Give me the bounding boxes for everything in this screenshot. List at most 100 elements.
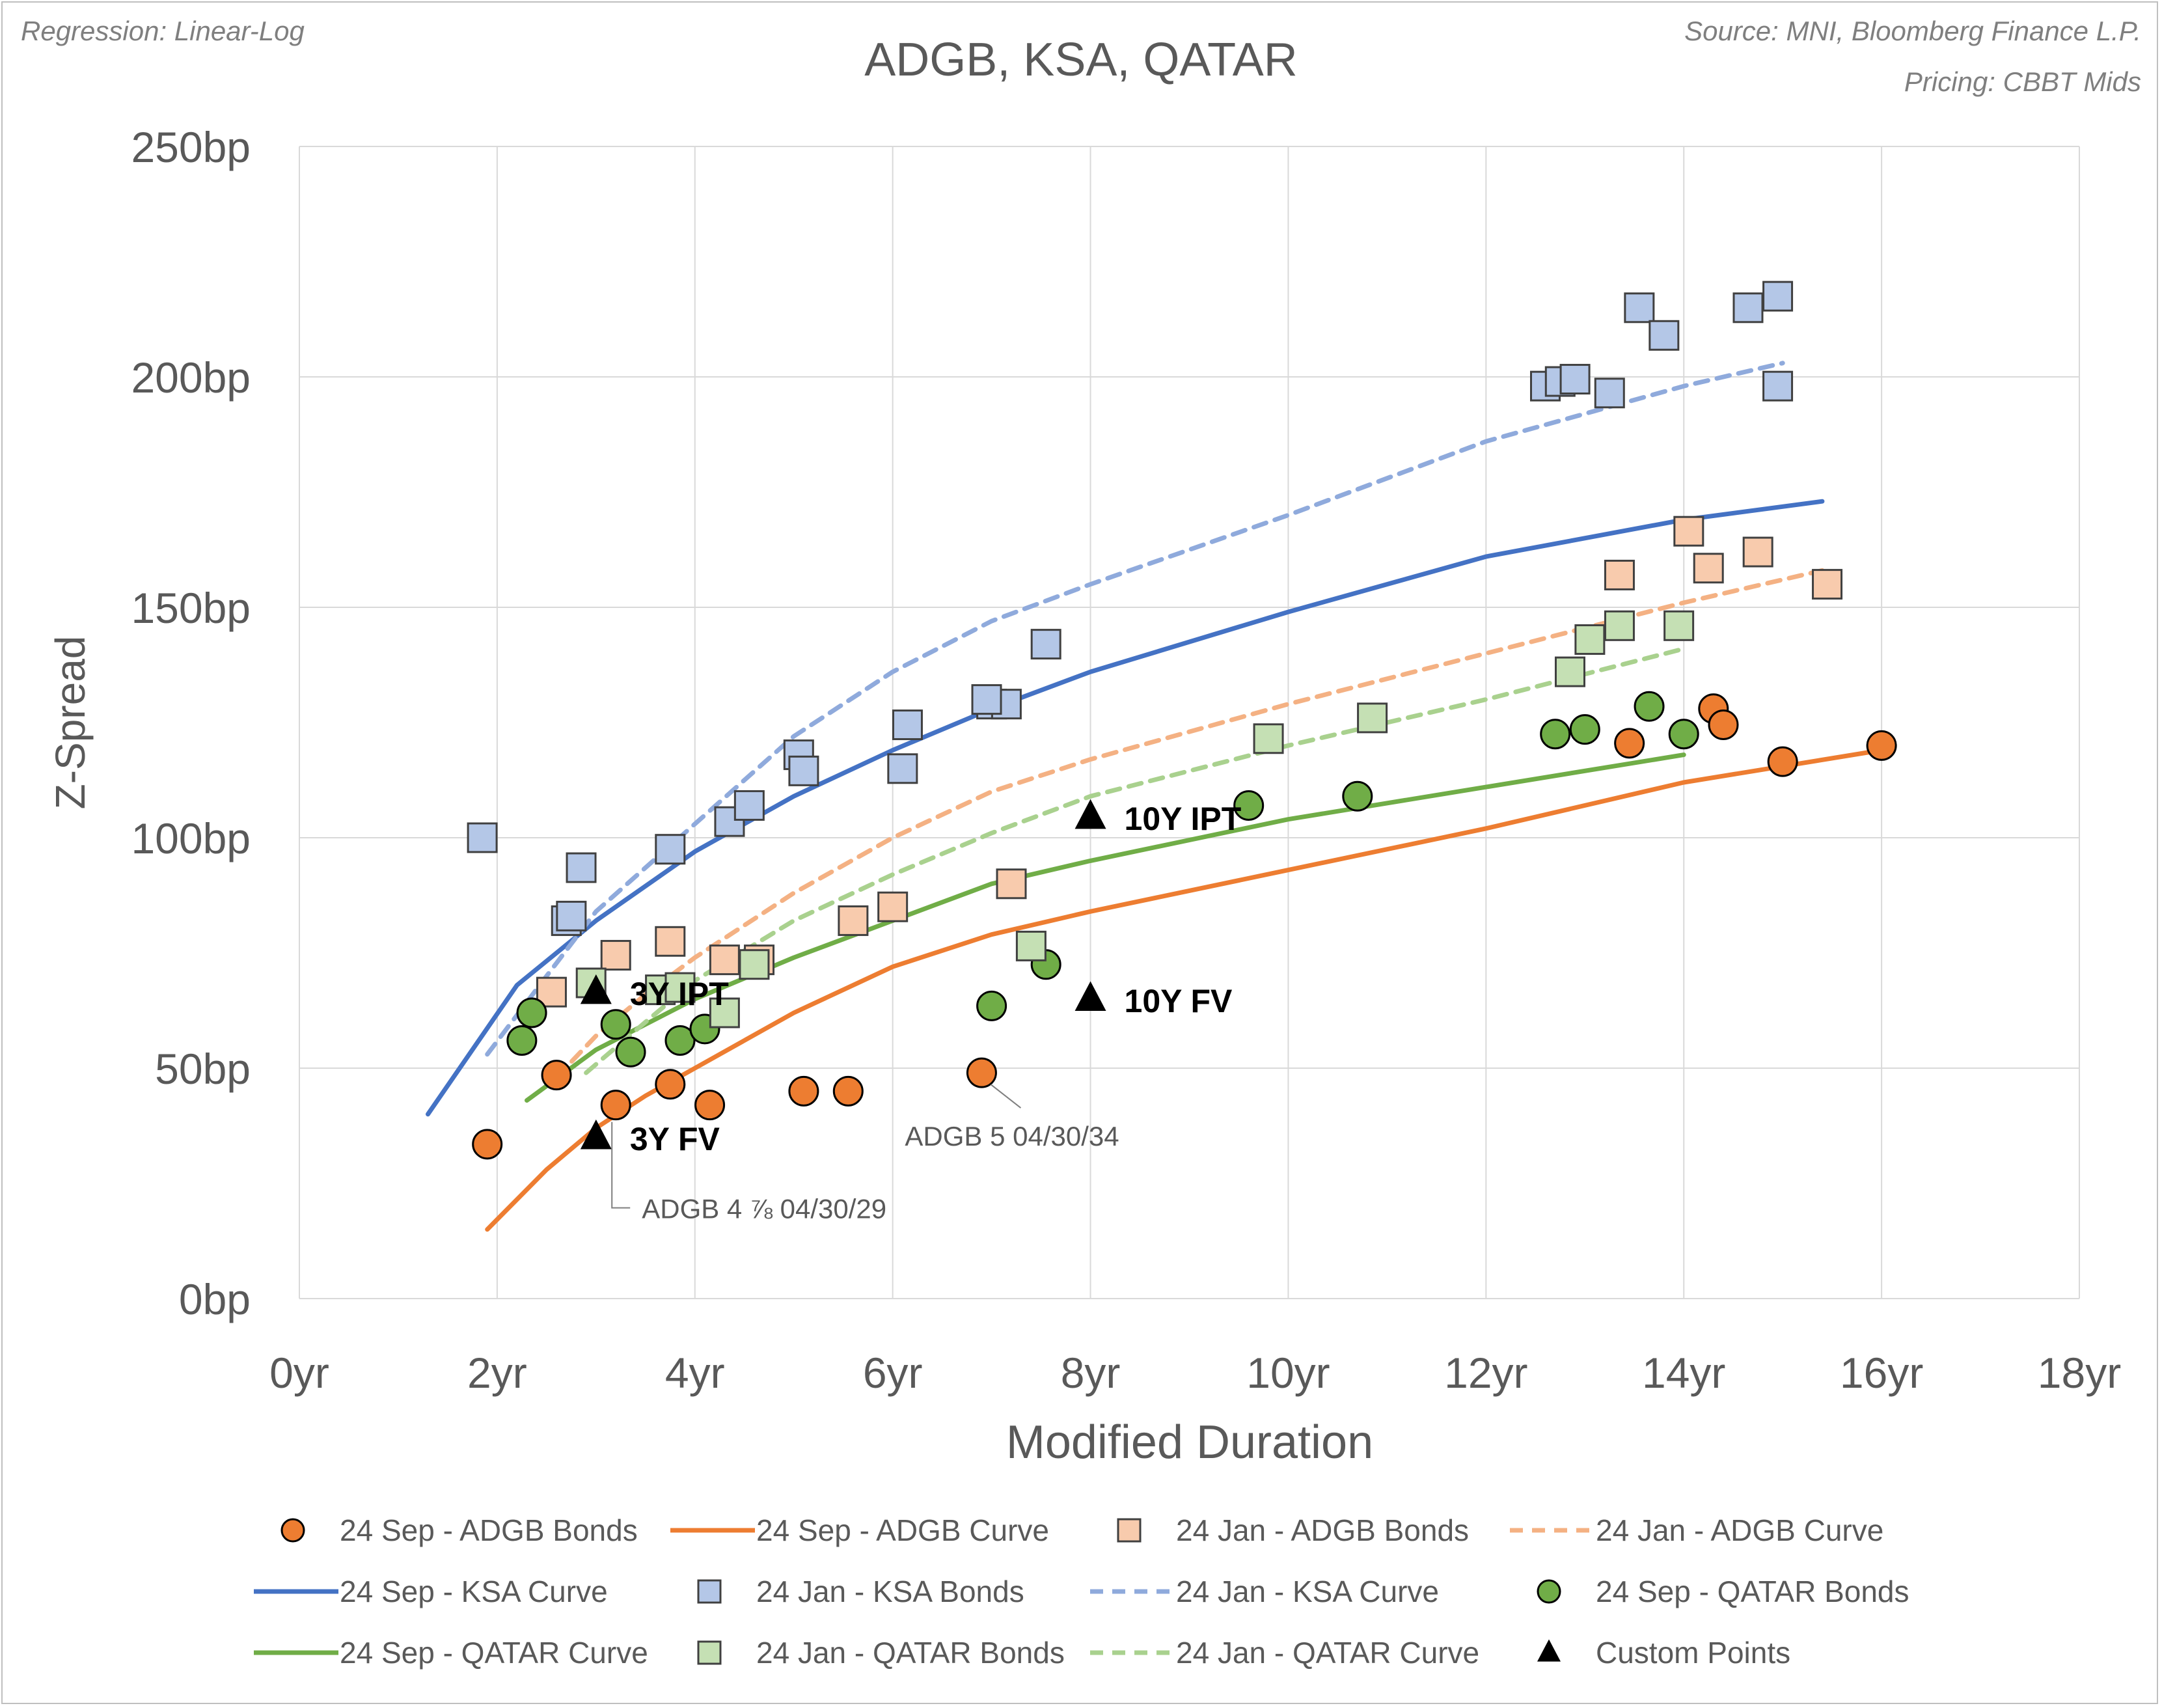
data-point xyxy=(976,990,1007,1021)
data-point xyxy=(1015,930,1047,961)
legend-label: 24 Jan - QATAR Curve xyxy=(1176,1636,1479,1670)
data-point xyxy=(1540,719,1571,750)
data-point xyxy=(694,1090,726,1121)
y-tick-label: 200bp xyxy=(131,353,251,402)
data-point xyxy=(1594,378,1625,409)
legend-label: 24 Sep - QATAR Bonds xyxy=(1596,1575,1909,1608)
annotations: 3Y IPT 3Y FV 10Y IPT 10Y FV ADGB 4 ⅞ 04/30/2… xyxy=(611,801,1242,1224)
custom-point-label: 10Y FV xyxy=(1125,983,1233,1019)
legend-label: 24 Sep - ADGB Curve xyxy=(756,1513,1049,1547)
data-point xyxy=(1554,656,1585,687)
data-point xyxy=(467,822,498,853)
data-point xyxy=(877,891,909,922)
x-tick-label: 0yr xyxy=(269,1349,329,1397)
custom-point-label: 10Y IPT xyxy=(1125,801,1242,837)
legend-item: Custom Points xyxy=(1537,1636,1790,1670)
legend-item: 24 Jan - ADGB Bonds xyxy=(1117,1513,1469,1547)
legend-item: 24 Sep - ADGB Curve xyxy=(670,1513,1049,1547)
data-point xyxy=(1742,536,1773,568)
data-point xyxy=(966,1057,997,1088)
chart-title: ADGB, KSA, QATAR xyxy=(864,34,1297,86)
legend-item: 24 Jan - QATAR Curve xyxy=(1090,1636,1479,1670)
y-tick-label: 100bp xyxy=(131,814,251,862)
data-point xyxy=(832,1075,864,1107)
legend-item: 24 Jan - KSA Curve xyxy=(1090,1575,1439,1608)
data-point xyxy=(1663,610,1695,641)
data-point xyxy=(1030,629,1061,660)
data-point xyxy=(709,997,740,1028)
data-point xyxy=(1604,559,1635,590)
legend-item: 24 Sep - KSA Curve xyxy=(254,1575,608,1608)
legend-label: 24 Sep - QATAR Curve xyxy=(340,1636,648,1670)
data-point xyxy=(733,790,765,821)
legend-item: 24 Jan - ADGB Curve xyxy=(1510,1513,1883,1547)
data-point xyxy=(506,1025,538,1056)
x-tick-label: 16yr xyxy=(1840,1349,1923,1397)
annotation-leader xyxy=(990,1084,1022,1109)
data-point xyxy=(655,834,686,865)
legend-marker-swatch xyxy=(1537,1639,1561,1662)
data-point xyxy=(1649,320,1680,351)
data-point xyxy=(1559,364,1591,395)
data-point xyxy=(472,1129,503,1160)
data-point xyxy=(1624,292,1655,324)
data-point xyxy=(600,1090,631,1121)
data-point xyxy=(788,1075,819,1107)
data-point xyxy=(1866,730,1897,761)
data-point xyxy=(1693,553,1724,584)
data-point xyxy=(516,997,547,1028)
data-point xyxy=(1574,624,1606,655)
data-point xyxy=(892,709,923,741)
legend-label: 24 Jan - ADGB Bonds xyxy=(1176,1513,1469,1547)
data-point xyxy=(541,1060,572,1091)
series-line xyxy=(525,752,1686,1103)
data-point xyxy=(1604,610,1635,641)
data-point xyxy=(1233,790,1265,821)
data-point xyxy=(1708,709,1739,741)
legend-label: 24 Jan - KSA Bonds xyxy=(756,1575,1024,1608)
y-axis-title: Z-Spread xyxy=(47,636,94,810)
legend-label: 24 Sep - ADGB Bonds xyxy=(340,1513,638,1547)
legend-marker-swatch xyxy=(1117,1518,1142,1543)
data-point xyxy=(1668,719,1699,750)
x-tick-label: 18yr xyxy=(2038,1349,2121,1397)
data-point xyxy=(664,1025,696,1056)
data-point xyxy=(566,852,597,883)
x-tick-label: 14yr xyxy=(1642,1349,1725,1397)
legend-label: 24 Sep - KSA Curve xyxy=(340,1575,608,1608)
y-tick-label: 150bp xyxy=(131,584,251,632)
x-tick-label: 8yr xyxy=(1061,1349,1121,1397)
data-point xyxy=(615,1036,646,1068)
data-point xyxy=(1812,569,1843,600)
legend-item: 24 Sep - ADGB Bonds xyxy=(281,1513,638,1547)
legend-marker-swatch xyxy=(281,1518,305,1543)
data-point xyxy=(600,940,631,971)
y-tick-label: 50bp xyxy=(155,1045,251,1093)
legend-label: Custom Points xyxy=(1596,1636,1790,1670)
data-point xyxy=(1732,292,1764,324)
data-point xyxy=(887,753,918,784)
data-point xyxy=(1634,691,1665,722)
legend-label: 24 Jan - KSA Curve xyxy=(1176,1575,1439,1608)
data-point xyxy=(655,926,686,957)
data-point xyxy=(1614,728,1645,759)
x-tick-label: 6yr xyxy=(863,1349,923,1397)
data-point xyxy=(1762,281,1794,312)
y-tick-label: 250bp xyxy=(131,123,251,171)
data-point xyxy=(600,1009,631,1040)
data-point xyxy=(788,755,819,786)
data-point xyxy=(1762,370,1794,402)
annotation-label: ADGB 4 ⅞ 04/30/29 xyxy=(642,1194,886,1224)
legend: 24 Sep - ADGB Bonds 24 Sep - ADGB Curve 24… xyxy=(254,1513,1909,1670)
data-point xyxy=(655,1069,686,1100)
source-note: Source: MNI, Bloomberg Finance L.P. xyxy=(1684,16,2141,46)
legend-marker-swatch xyxy=(697,1579,722,1604)
annotation-label: ADGB 5 04/30/34 xyxy=(905,1121,1119,1151)
data-point xyxy=(1357,702,1388,734)
legend-item: 24 Jan - QATAR Bonds xyxy=(697,1636,1065,1670)
data-point xyxy=(580,974,612,1004)
data-point xyxy=(1569,714,1600,745)
y-tick-label: 0bp xyxy=(179,1275,251,1323)
legend-marker-swatch xyxy=(1537,1579,1561,1604)
annotation-leader xyxy=(611,1122,631,1209)
